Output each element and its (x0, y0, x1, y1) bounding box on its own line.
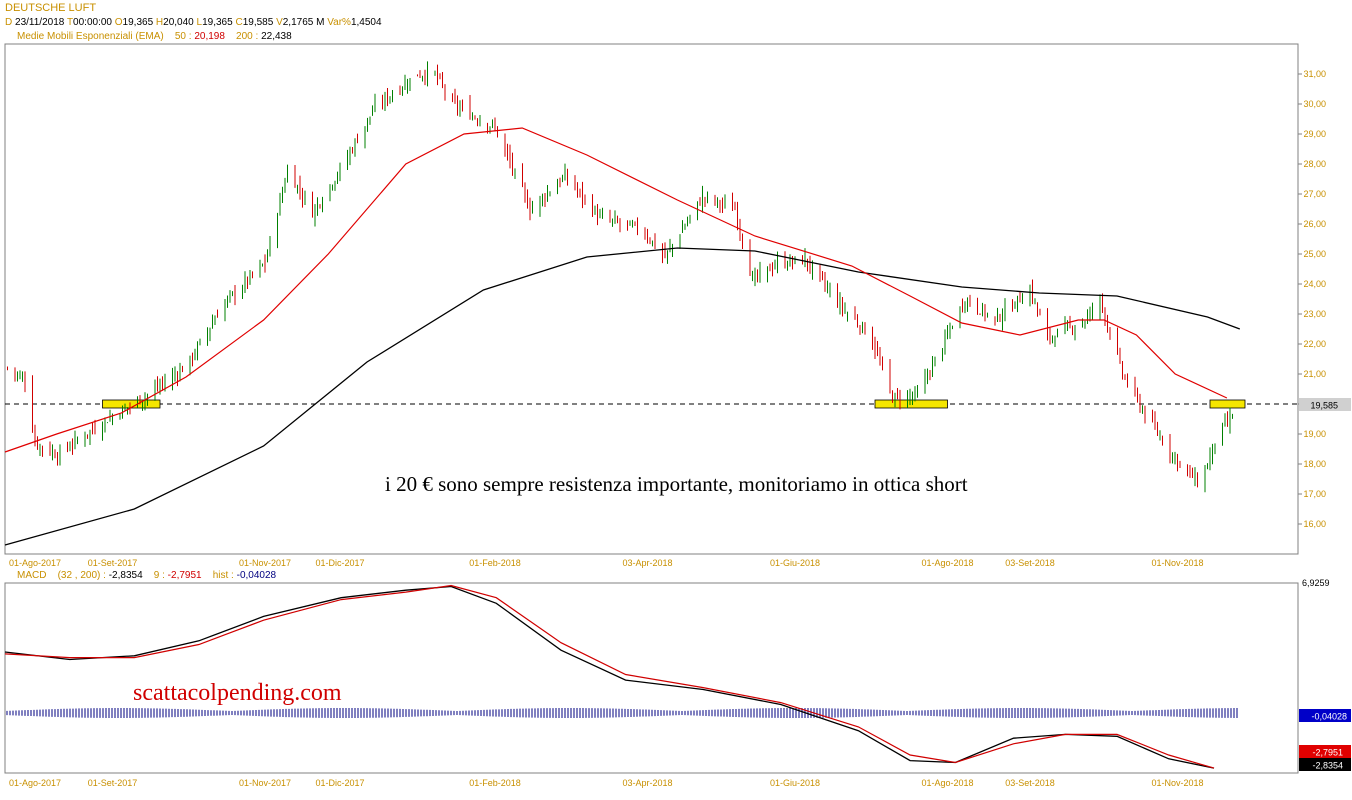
y-tick-label: 19,00 (1303, 429, 1326, 439)
high-key: H (155, 17, 164, 28)
x-tick-label: 01-Giu-2018 (770, 778, 820, 788)
ema-label: Medie Mobili Esponenziali (EMA) (17, 31, 164, 42)
x-tick-label: 01-Nov-2017 (239, 778, 291, 788)
low-value: 19,365 (202, 17, 233, 28)
x-tick-label: 01-Nov-2018 (1151, 558, 1203, 568)
y-tick-label: 29,00 (1303, 129, 1326, 139)
hist-value: -0,04028 (236, 570, 277, 581)
close-key: C (235, 17, 243, 28)
ema200-value: 22,438 (261, 31, 292, 42)
y-tick-label: 21,00 (1303, 369, 1326, 379)
date-key: D (5, 17, 13, 28)
x-tick-label: 03-Set-2018 (1005, 778, 1055, 788)
signal-value-tag: -2,7951 (1299, 745, 1351, 758)
signal-value-box (1299, 745, 1351, 758)
macd-label: MACD (17, 570, 47, 581)
y-tick-label: 18,00 (1303, 459, 1326, 469)
y-tick-label: 28,00 (1303, 159, 1326, 169)
x-tick-label: 01-Ago-2017 (9, 778, 61, 788)
volume-value: 2,1765 M (282, 17, 325, 28)
macd-params: (32 , 200) : (57, 570, 106, 581)
watermark: scattacolpending.com (133, 680, 342, 706)
highlight-box (1209, 399, 1246, 409)
ohlc-header: D 23/11/2018 T00:00:00 O19,365 H20,040 L… (5, 17, 382, 28)
y-tick-label: 16,00 (1303, 519, 1326, 529)
highlight-box (102, 399, 161, 409)
highlight-box (874, 399, 948, 409)
signal-line (4, 584, 1215, 769)
y-tick-label: 27,00 (1303, 189, 1326, 199)
x-tick-label: 01-Feb-2018 (469, 778, 521, 788)
signal-key: 9 : (153, 570, 165, 581)
y-tick-label: 31,00 (1303, 69, 1326, 79)
x-tick-label: 01-Ago-2018 (921, 558, 973, 568)
x-tick-label: 01-Feb-2018 (469, 558, 521, 568)
ema50-key: 50 : (174, 31, 192, 42)
x-tick-label: 01-Set-2017 (88, 778, 138, 788)
x-tick-label: 03-Set-2018 (1005, 558, 1055, 568)
price-panel-frame (4, 43, 1299, 555)
y-tick-label: 17,00 (1303, 489, 1326, 499)
price-x-axis: 01-Ago-2017 01-Set-2017 01-Nov-2017 01-Dic-… (9, 558, 1204, 568)
macd-top-tick: 6,9259 (1302, 578, 1330, 588)
macd-line (4, 585, 1215, 769)
y-tick-label: 24,00 (1303, 279, 1326, 289)
x-tick-label: 01-Giu-2018 (770, 558, 820, 568)
close-value: 19,585 (242, 17, 274, 28)
comment-annotation: i 20 € sono sempre resistenza importante… (385, 472, 968, 496)
high-value: 20,040 (163, 17, 194, 28)
macd-x-axis: 01-Ago-2017 01-Set-2017 01-Nov-2017 01-Dic-… (9, 778, 1204, 788)
macd-panel-frame (4, 582, 1299, 774)
volume-key: V (276, 17, 283, 28)
y-tick-label: 22,00 (1303, 339, 1326, 349)
ema50-value: 20,198 (194, 31, 225, 42)
x-tick-label: 03-Apr-2018 (622, 778, 672, 788)
macd-histogram (6, 708, 1238, 718)
macd-value-box (1299, 758, 1351, 771)
time-value: 00:00:00 (73, 17, 112, 28)
var-key: Var% (327, 17, 351, 28)
open-value: 19,365 (122, 17, 154, 28)
macd-value-label: -2,8354 (1312, 761, 1343, 771)
ema50-line (4, 127, 1228, 453)
hist-value-box (1299, 709, 1351, 722)
date-value: 23/11/2018 (15, 17, 65, 28)
price-y-axis: 16,0017,0018,0019,0020,0021,0022,0023,00… (1298, 69, 1326, 529)
instrument-title: DEUTSCHE LUFT (5, 2, 97, 14)
ema200-line (4, 247, 1241, 546)
x-tick-label: 01-Ago-2018 (921, 778, 973, 788)
y-tick-label: 26,00 (1303, 219, 1326, 229)
last-price-box (1299, 398, 1351, 411)
x-tick-label: 01-Nov-2017 (239, 558, 291, 568)
y-tick-label: 30,00 (1303, 99, 1326, 109)
x-tick-label: 03-Apr-2018 (622, 558, 672, 568)
macd-header: MACD (32 , 200) : -2,8354 9 : -2,7951 hi… (17, 570, 276, 581)
x-tick-label: 01-Set-2017 (88, 558, 138, 568)
low-key: L (196, 17, 203, 28)
macd-value: -2,8354 (108, 570, 143, 581)
x-tick-label: 01-Dic-2017 (315, 558, 364, 568)
macd-value-tag: -2,8354 (1299, 758, 1351, 771)
signal-value: -2,7951 (167, 570, 202, 581)
candles (7, 61, 1233, 493)
x-tick-label: 01-Nov-2018 (1151, 778, 1203, 788)
y-tick-label: 23,00 (1303, 309, 1326, 319)
last-price-label: 19,585 (1310, 401, 1338, 411)
ema200-key: 200 : (236, 31, 259, 42)
time-key: T (66, 17, 74, 28)
ema-header: Medie Mobili Esponenziali (EMA) 50 : 20,… (17, 31, 292, 42)
var-value: 1,4504 (350, 17, 382, 28)
hist-value-label: -0,04028 (1311, 712, 1347, 722)
hist-key: hist : (212, 570, 234, 581)
y-tick-label: 25,00 (1303, 249, 1326, 259)
x-tick-label: 01-Ago-2017 (9, 558, 61, 568)
x-tick-label: 01-Dic-2017 (315, 778, 364, 788)
open-key: O (114, 17, 123, 28)
last-price-tag: 19,585 (1299, 398, 1351, 411)
hist-value-tag: -0,04028 (1299, 709, 1351, 722)
signal-value-label: -2,7951 (1312, 748, 1343, 758)
